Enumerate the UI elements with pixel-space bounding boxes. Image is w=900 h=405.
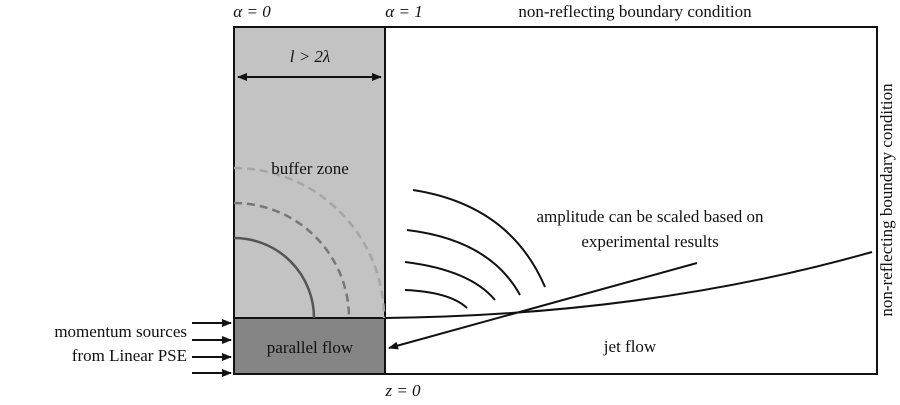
wave-arc <box>404 261 496 301</box>
z-zero-label: z = 0 <box>384 381 421 400</box>
jet-flow-label: jet flow <box>603 337 657 356</box>
amplitude-label: amplitude can be scaled based on <box>536 207 764 226</box>
jet-flow-curve <box>384 251 873 319</box>
sources-label: from Linear PSE <box>72 346 187 365</box>
amplitude-arrow <box>388 262 698 350</box>
domain-boundary <box>233 26 878 375</box>
wave-arc <box>404 289 468 309</box>
parallel-flow-region <box>234 318 385 374</box>
wave-arc <box>233 236 316 319</box>
length-label: l > 2λ <box>290 47 331 66</box>
top-boundary-label: non-reflecting boundary condition <box>518 2 752 21</box>
alpha-one-label: α = 1 <box>385 2 422 21</box>
sources-label: momentum sources <box>54 322 187 341</box>
buffer-zone-label: buffer zone <box>271 159 349 178</box>
alpha-zero-label: α = 0 <box>233 2 271 21</box>
parallel-flow-label: parallel flow <box>267 338 354 357</box>
wave-arc <box>406 229 521 296</box>
wave-arc <box>233 201 351 319</box>
wave-arc <box>412 189 546 288</box>
right-boundary-label: non-reflecting boundary condition <box>877 83 896 317</box>
wave-arc <box>233 166 386 319</box>
amplitude-label: experimental results <box>581 232 718 251</box>
